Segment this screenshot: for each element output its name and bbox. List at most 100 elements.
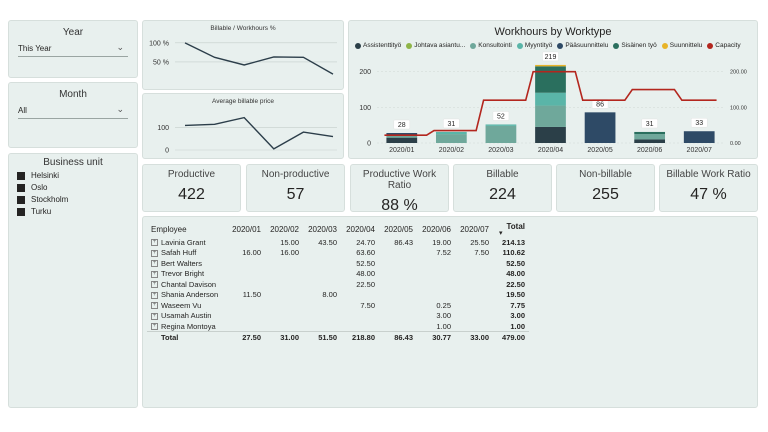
series-line — [184, 116, 334, 150]
checkbox-icon[interactable] — [17, 171, 25, 180]
business-unit-label: Turku — [31, 207, 52, 216]
kpi-title: Billable — [486, 169, 519, 180]
business-unit-item[interactable]: Helsinki — [17, 171, 137, 180]
expand-icon[interactable]: + — [151, 260, 158, 268]
kpi-value: 88 % — [381, 197, 418, 214]
checkbox-icon[interactable] — [17, 183, 25, 192]
bar-segment[interactable] — [535, 126, 566, 143]
expand-icon[interactable]: + — [151, 270, 158, 278]
x-tick-label: 2020/03 — [488, 147, 513, 154]
legend-item[interactable]: Pääsuunnittelu — [557, 42, 608, 49]
legend-item[interactable]: Myyntityö — [516, 42, 552, 49]
bar-segment[interactable] — [535, 105, 566, 127]
x-tick-label: 2020/05 — [587, 147, 612, 154]
column-header[interactable]: 2020/05 — [379, 221, 417, 237]
bar-segment[interactable] — [485, 124, 517, 126]
legend-dot-icon — [470, 42, 477, 49]
business-unit-item[interactable]: Stockholm — [17, 195, 137, 204]
column-header[interactable]: Employee — [147, 221, 227, 237]
cell-value: 0.25 — [436, 300, 451, 310]
bar-segment[interactable] — [535, 64, 566, 67]
month-dropdown[interactable]: All ⌄ — [18, 103, 128, 119]
business-unit-item[interactable]: Turku — [17, 207, 137, 216]
column-header[interactable]: 2020/03 — [303, 221, 341, 237]
legend-item[interactable]: Assistenttityö — [355, 42, 401, 49]
column-header-label: 2020/06 — [422, 224, 451, 234]
total-cell: 51.50 — [303, 331, 341, 344]
kpi-value: 57 — [286, 186, 305, 203]
legend-dot-icon — [661, 42, 668, 49]
cell-value: 7.50 — [474, 248, 489, 258]
x-tick-label: 2020/07 — [687, 147, 712, 154]
cell-value: 22.50 — [506, 279, 525, 289]
bar-segment[interactable] — [634, 139, 666, 143]
total-label: 86 — [596, 101, 604, 108]
cell-value: 1.00 — [510, 321, 525, 331]
kpi-title: Billable Work Ratio — [666, 169, 751, 180]
bar-segment[interactable] — [535, 92, 566, 106]
legend-item[interactable]: Capacity — [707, 42, 741, 49]
legend-item[interactable]: Konsultointi — [470, 42, 512, 49]
cell-value: 16.00 — [242, 248, 261, 258]
expand-icon[interactable]: + — [151, 323, 158, 331]
bar-segment[interactable] — [386, 137, 418, 143]
expand-icon[interactable]: + — [151, 239, 158, 247]
expand-icon[interactable]: + — [151, 249, 158, 257]
avg-price-chart: Average billable price 100 0 — [142, 93, 344, 159]
expand-icon[interactable]: + — [151, 291, 158, 299]
column-header[interactable]: 2020/07 — [455, 221, 493, 237]
cell-value: 15.00 — [280, 237, 299, 247]
chevron-down-icon: ⌄ — [116, 104, 124, 114]
total-column-header[interactable]: Total ▾ — [493, 221, 529, 237]
business-unit-item[interactable]: Oslo — [17, 183, 137, 192]
month-slicer-title: Month — [59, 89, 87, 100]
kpi-value: 224 — [489, 186, 516, 203]
year-dropdown[interactable]: This Year ⌄ — [18, 41, 128, 57]
cell-value: 86.43 — [394, 237, 413, 247]
bar-segment[interactable] — [435, 131, 467, 135]
column-header[interactable]: 2020/02 — [265, 221, 303, 237]
kpi-title: Non-productive — [261, 169, 330, 180]
checkbox-icon[interactable] — [17, 207, 25, 216]
expand-icon[interactable]: + — [151, 312, 158, 320]
bar-segment[interactable] — [634, 131, 666, 135]
bar-segment[interactable] — [386, 134, 418, 138]
legend-item[interactable]: Johtava asiantu... — [406, 42, 465, 49]
column-header-label: 2020/05 — [384, 224, 413, 234]
expand-icon[interactable]: + — [151, 302, 158, 310]
kpi-value: 422 — [178, 186, 205, 203]
column-header-label: 2020/07 — [460, 224, 489, 234]
bar-segment[interactable] — [485, 125, 517, 143]
employee-name: Trevor Bright — [161, 269, 205, 279]
sort-desc-icon[interactable]: ▾ — [499, 229, 503, 237]
legend-item[interactable]: Suunnittelu — [661, 42, 702, 49]
employee-name: Usamah Austin — [161, 311, 212, 321]
column-header[interactable]: 2020/04 — [341, 221, 379, 237]
column-header-label: 2020/03 — [308, 224, 337, 234]
total-row: Total 27.50 31.00 51.50 218.80 86.43 30.77 33.0… — [147, 331, 529, 344]
bar-segment[interactable] — [435, 134, 467, 143]
workhours-plot: 200 200.00 100 100.00 0 0.00 28 2020/01 31 2020/0… — [359, 51, 747, 154]
chart-legend: Assistenttityö Johtava asiantu... Konsulto… — [355, 42, 741, 49]
bar-segment[interactable] — [386, 133, 418, 135]
checkbox-icon[interactable] — [17, 195, 25, 204]
column-header[interactable]: 2020/01 — [227, 221, 265, 237]
expand-icon[interactable]: + — [151, 281, 158, 289]
legend-item[interactable]: Sisäinen työ — [613, 42, 657, 49]
employee-name: Waseem Vu — [161, 300, 202, 310]
total-cell: 31.00 — [265, 331, 303, 344]
bar-segment[interactable] — [584, 112, 616, 143]
cell-value: 19.50 — [506, 290, 525, 300]
table-row: + Usamah Austin 3.00 3.00 — [147, 311, 529, 322]
business-unit-title: Business unit — [43, 157, 103, 168]
bar-segment[interactable] — [683, 131, 715, 143]
y2-tick-label: 200.00 — [730, 70, 747, 76]
column-header[interactable]: 2020/06 — [417, 221, 455, 237]
bar-segment[interactable] — [634, 134, 666, 140]
bar-segment[interactable] — [535, 66, 566, 93]
employee-name: Safah Huff — [161, 248, 197, 258]
total-cell: 86.43 — [379, 331, 417, 344]
total-label-bg — [691, 118, 708, 128]
cell-value: 63.60 — [356, 248, 375, 258]
kpi-value: 255 — [592, 186, 619, 203]
